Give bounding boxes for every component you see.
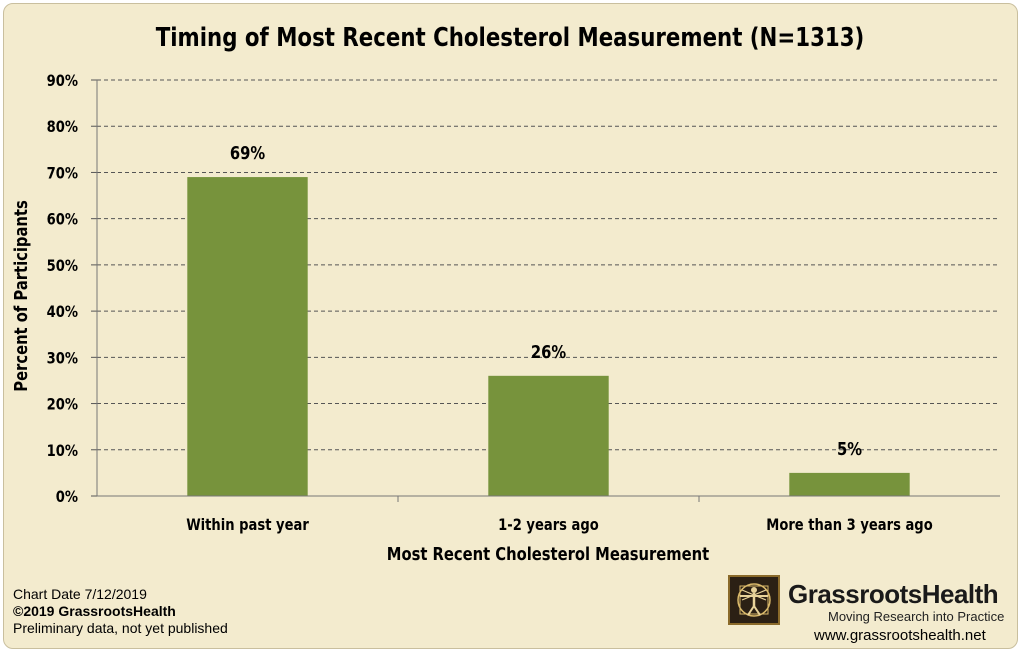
bar xyxy=(187,177,308,497)
brand-tagline: Moving Research into Practice xyxy=(828,609,1005,624)
axes xyxy=(91,79,1000,502)
y-tick-label: 30% xyxy=(47,349,79,368)
x-tick-label: More than 3 years ago xyxy=(766,516,932,535)
y-tick-label: 10% xyxy=(47,442,79,461)
y-axis-label: Percent of Participants xyxy=(11,200,32,391)
x-tick-label: 1-2 years ago xyxy=(498,516,599,535)
vitruvian-man-icon xyxy=(728,575,780,625)
labels: 0% 10% 20% 30% 40% 50% 60% 70% 80% 90% 69% Within p… xyxy=(47,72,933,535)
y-tick-label: 0% xyxy=(56,488,79,507)
bar-data-label: 69% xyxy=(230,143,265,164)
copyright: ©2019 GrassrootsHealth xyxy=(13,603,176,619)
bar-data-label: 26% xyxy=(531,341,566,362)
y-tick-label: 80% xyxy=(47,118,79,137)
chart-date: Chart Date 7/12/2019 xyxy=(13,586,147,602)
y-tick-label: 20% xyxy=(47,395,79,414)
brand-block: GrassrootsHealth Moving Research into Pr… xyxy=(728,575,1013,645)
brand-name: GrassrootsHealth xyxy=(788,579,999,609)
bar xyxy=(789,472,910,496)
y-tick-label: 40% xyxy=(47,303,79,322)
bar xyxy=(488,375,609,496)
y-tick-label: 50% xyxy=(47,257,79,276)
chart-title: Timing of Most Recent Cholesterol Measur… xyxy=(156,22,865,53)
data-note: Preliminary data, not yet published xyxy=(13,620,228,636)
brand-url[interactable]: www.grassrootshealth.net xyxy=(814,627,986,644)
bar-data-label: 5% xyxy=(837,438,862,459)
x-tick-label: Within past year xyxy=(186,516,309,535)
chart-card xyxy=(3,3,1018,649)
y-tick-label: 60% xyxy=(47,210,79,229)
chart-footer: Chart Date 7/12/2019 ©2019 GrassrootsHea… xyxy=(13,586,228,637)
bars xyxy=(187,177,910,497)
x-axis-label: Most Recent Cholesterol Measurement xyxy=(387,544,710,565)
y-tick-label: 70% xyxy=(47,164,79,183)
y-tick-label: 90% xyxy=(47,72,79,91)
